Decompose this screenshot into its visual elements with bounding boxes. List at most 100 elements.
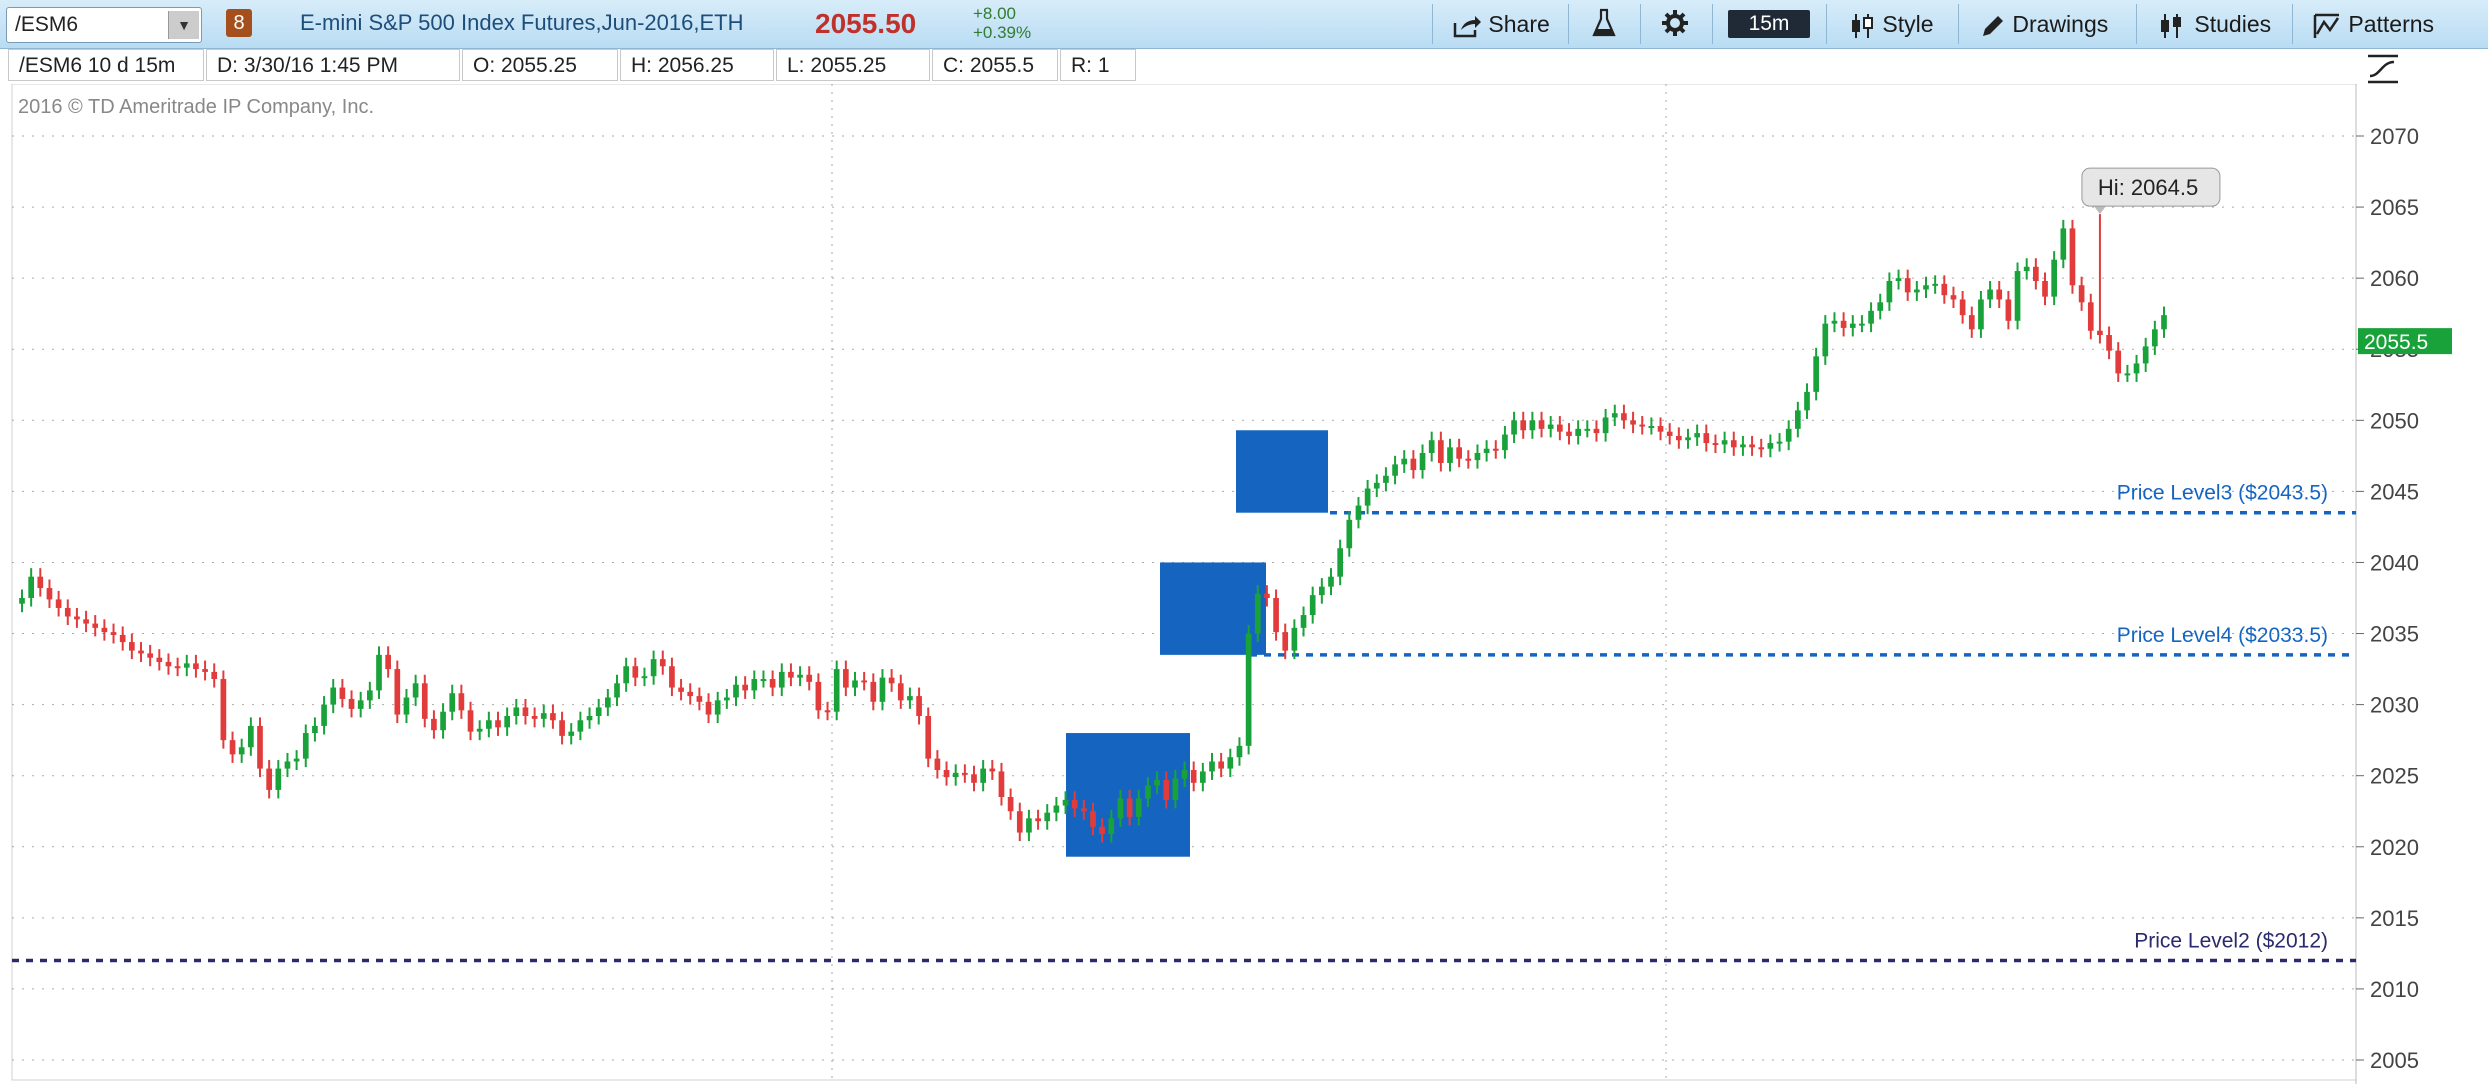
gear-icon — [1662, 10, 1688, 36]
candle-body — [1135, 798, 1142, 817]
y-tick-label: 2065 — [2370, 195, 2419, 220]
candle-body — [1520, 420, 1527, 431]
candle-body — [1813, 356, 1819, 392]
y-tick-label: 2060 — [2370, 266, 2419, 291]
candle-body — [486, 720, 492, 729]
candle-body — [293, 758, 300, 762]
settings-button[interactable] — [1660, 8, 1690, 40]
candle-body — [760, 679, 767, 682]
style-button[interactable]: Style — [1848, 8, 1934, 40]
candle-body — [2152, 329, 2158, 347]
candle-body — [321, 704, 327, 726]
study-toggle-button[interactable] — [2364, 50, 2404, 86]
candle-body — [174, 666, 181, 669]
symbol-input[interactable]: /ESM6 ▼ — [6, 7, 202, 43]
candle-body — [1026, 818, 1032, 833]
studies-button[interactable]: Studies — [2158, 8, 2271, 40]
candle-body — [1767, 443, 1774, 449]
candle-body — [1639, 424, 1646, 427]
candle-body — [1492, 448, 1499, 451]
candle-body — [1081, 808, 1087, 812]
y-tick-label: 2030 — [2370, 693, 2419, 718]
candle-body — [1557, 424, 1563, 432]
candle-body — [1630, 420, 1636, 425]
candle-body — [1795, 410, 1801, 429]
y-tick-label: 2050 — [2370, 408, 2419, 433]
candle-body — [1108, 818, 1115, 834]
last-price-label: 2055.5 — [2364, 331, 2428, 354]
candle-body — [2069, 228, 2076, 286]
candle-body — [1245, 633, 1252, 746]
toolbar-divider — [1826, 4, 1827, 44]
drawings-label: Drawings — [2012, 11, 2109, 37]
y-tick-label: 2045 — [2370, 479, 2419, 504]
candle-body — [1923, 285, 1929, 290]
candle-body — [1685, 437, 1691, 441]
drawings-button[interactable]: Drawings — [1980, 8, 2108, 40]
candle-body — [1978, 299, 1984, 330]
timeframe-button[interactable]: 15m — [1728, 10, 1810, 38]
share-button[interactable]: Share — [1452, 8, 1550, 40]
candle-body — [1859, 323, 1865, 326]
candle-body — [989, 768, 996, 772]
candle-body — [952, 772, 959, 778]
candle-body — [28, 576, 34, 598]
link-group-badge[interactable]: 8 — [226, 9, 252, 37]
candle-body — [1200, 771, 1206, 783]
candle-body — [1932, 283, 1938, 286]
candle-body — [1822, 323, 1829, 357]
chevron-down-icon[interactable]: ▼ — [168, 11, 199, 39]
y-tick-label: 2005 — [2370, 1048, 2419, 1073]
candle-body — [1117, 798, 1124, 819]
candle-body — [669, 666, 675, 688]
candle-body — [742, 684, 748, 691]
candle-body — [1538, 420, 1545, 429]
candle-body — [1648, 425, 1655, 428]
candle-body — [2005, 299, 2012, 321]
candle-body — [2078, 285, 2085, 303]
share-label: Share — [1488, 11, 1550, 37]
candle-body — [449, 693, 456, 712]
candle-body — [1309, 595, 1316, 616]
candle-body — [778, 671, 785, 688]
candle-body — [687, 691, 694, 697]
candle-body — [376, 654, 382, 691]
candle-body — [92, 623, 99, 628]
candle-body — [971, 774, 977, 783]
candle-body — [1145, 785, 1151, 799]
patterns-icon — [2313, 13, 2340, 38]
flask-button[interactable] — [1592, 8, 1616, 40]
candle-body — [1502, 434, 1508, 451]
share-icon — [1453, 15, 1481, 38]
candle-body — [632, 666, 639, 678]
candle-body — [1099, 826, 1105, 834]
candle-body — [659, 659, 666, 667]
toolbar: /ESM6 ▼ 8 E-mini S&P 500 Index Futures,J… — [0, 0, 2488, 49]
candle-body — [714, 700, 721, 715]
y-tick-label: 2070 — [2370, 124, 2419, 149]
candle-body — [1456, 447, 1462, 459]
price-chart[interactable]: 2005 2010 2015 2020 2025 2030 2035 2040 2045 2050… — [0, 84, 2488, 1084]
candle-body — [550, 713, 556, 721]
toolbar-divider — [2136, 4, 2137, 44]
candle-body — [733, 684, 739, 698]
candle-body — [2106, 335, 2112, 351]
candles-icon — [1852, 13, 1873, 38]
candle-body — [1657, 425, 1664, 432]
candle-body — [440, 711, 446, 731]
info-close: C: 2055.5 — [932, 49, 1058, 81]
patterns-button[interactable]: Patterns — [2312, 8, 2434, 40]
candle-body — [275, 768, 282, 790]
candle-body — [1602, 417, 1609, 434]
candle-body — [788, 671, 794, 678]
candle-body — [1218, 761, 1224, 769]
candle-body — [614, 683, 620, 698]
toolbar-divider — [1712, 4, 1713, 44]
candle-body — [458, 693, 465, 711]
candle-body — [1703, 433, 1710, 444]
curve-icon — [2368, 54, 2398, 84]
candle-body — [1987, 289, 1993, 300]
candle-body — [797, 674, 803, 678]
candle-body — [165, 661, 172, 667]
candle-body — [824, 710, 831, 713]
